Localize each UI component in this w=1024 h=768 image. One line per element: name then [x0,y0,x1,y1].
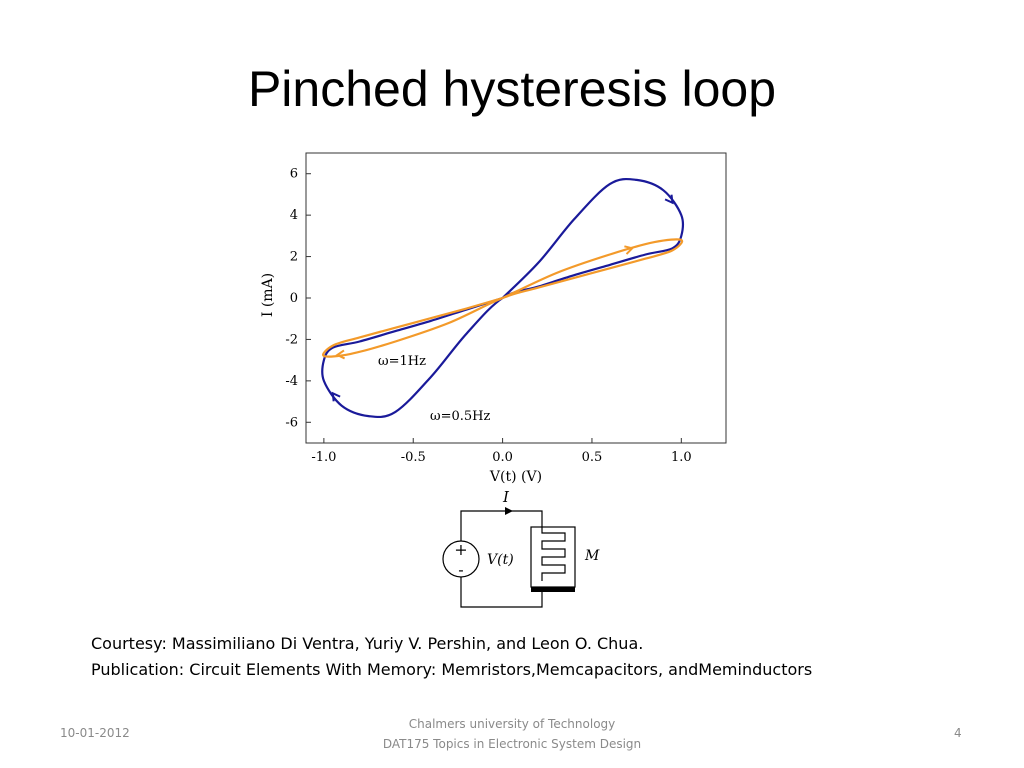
plot-frame [305,152,727,444]
direction-arrow-icon [664,194,674,205]
x-tick-label: 0.0 [492,450,513,465]
y-tick-label: -4 [285,374,298,389]
current-label: I [502,488,510,506]
circuit-wire [460,510,543,608]
footer-date: 10-01-2012 [60,726,130,740]
source-minus: - [458,560,463,579]
y-tick-label: 0 [290,291,298,306]
slide-title: Pinched hysteresis loop [247,61,777,117]
series-line-1 [322,238,684,358]
x-axis-label: V(t) (V) [489,469,542,485]
source-plus: + [454,540,467,559]
footer-university: Chalmers university of Technology [408,717,616,731]
y-tick-label: 6 [290,167,298,182]
x-tick-label: 1.0 [671,450,692,465]
courtesy-publication: Publication: Circuit Elements With Memor… [91,660,813,679]
memristor-bar [531,587,575,592]
x-tick-label: -1.0 [311,450,336,465]
current-arrow-icon [505,507,513,515]
y-axis-label: I (mA) [260,273,276,317]
voltage-source-icon [442,540,480,578]
courtesy-block: Courtesy: Massimiliano Di Ventra, Yuriy … [91,631,812,683]
footer-course: DAT175 Topics in Electronic System Desig… [382,737,642,751]
x-tick-label: 0.5 [582,450,603,465]
footer-center: Chalmers university of Technology DAT175… [312,714,712,754]
direction-arrow-icon [624,245,635,255]
annotation-1hz: ω=1Hz [378,354,426,369]
device-label: M [584,548,600,564]
y-tick-label: -2 [285,332,298,347]
source-label: V(t) [487,552,514,568]
annotation-0-5hz: ω=0.5Hz [430,409,491,424]
courtesy-authors: Courtesy: Massimiliano Di Ventra, Yuriy … [91,634,644,653]
memristor-circuit: I + - V(t) M [442,488,600,608]
y-tick-label: -6 [285,415,298,430]
y-tick-label: 2 [290,250,298,265]
direction-arrow-icon [331,391,341,402]
footer-page-number: 4 [954,726,962,740]
hysteresis-chart: -1.0 -0.5 0.0 0.5 1.0 6 4 2 0 -2 -4 -6 ω=1Hz ω=0.5H… [260,152,727,485]
y-tick-label: 4 [290,208,298,223]
direction-arrow-icon [335,349,346,360]
memristor-zigzag [541,527,566,581]
x-tick-label: -0.5 [401,450,426,465]
